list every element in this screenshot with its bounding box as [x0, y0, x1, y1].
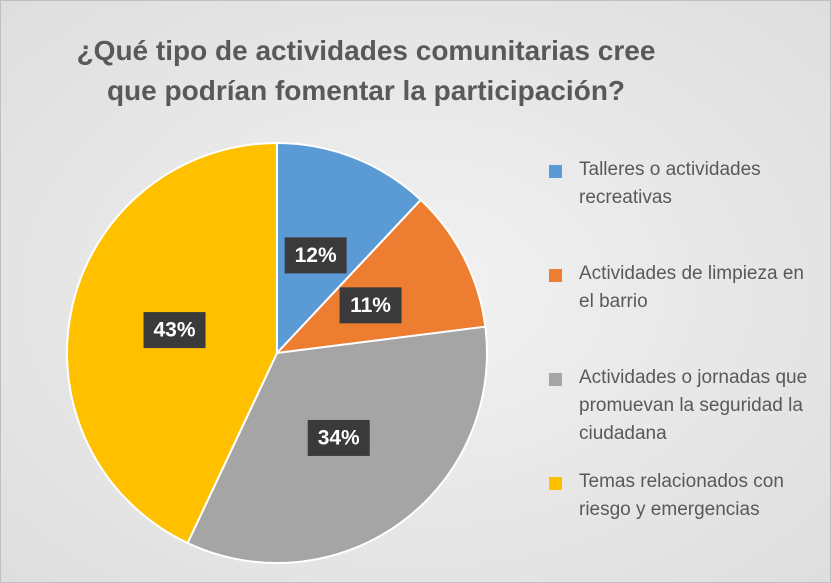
data-label: 43% — [154, 319, 196, 342]
chart-title: ¿Qué tipo de actividades comunitarias cr… — [76, 35, 656, 106]
legend-swatch — [549, 373, 562, 386]
legend-item: Actividades de limpieza en el barrio — [549, 260, 809, 364]
data-label-box — [284, 237, 347, 274]
data-label-box — [143, 312, 206, 349]
data-label: 11% — [350, 294, 391, 317]
legend-label: Actividades de limpieza en el barrio — [579, 263, 804, 312]
legend-label: Talleres o actividades recreativas — [579, 159, 761, 208]
legend-item: Actividades o jornadas que promuevan la … — [549, 364, 809, 468]
data-label: 12% — [295, 244, 337, 267]
legend-swatch — [549, 477, 562, 490]
legend: Talleres o actividades recreativas Activi… — [549, 156, 809, 572]
legend-label: Actividades o jornadas que promuevan la … — [579, 367, 808, 444]
data-label-box — [307, 419, 370, 456]
legend-label: Temas relacionados con riesgo y emergenc… — [579, 471, 784, 520]
legend-item: Temas relacionados con riesgo y emergenc… — [549, 468, 809, 572]
legend-swatch — [549, 269, 562, 282]
pie-slice — [274, 198, 487, 355]
pie-slice — [276, 141, 423, 356]
legend-swatch — [549, 165, 562, 178]
data-label: 34% — [318, 426, 360, 449]
data-label-box — [339, 287, 402, 324]
legend-item: Talleres o actividades recreativas — [549, 156, 809, 260]
